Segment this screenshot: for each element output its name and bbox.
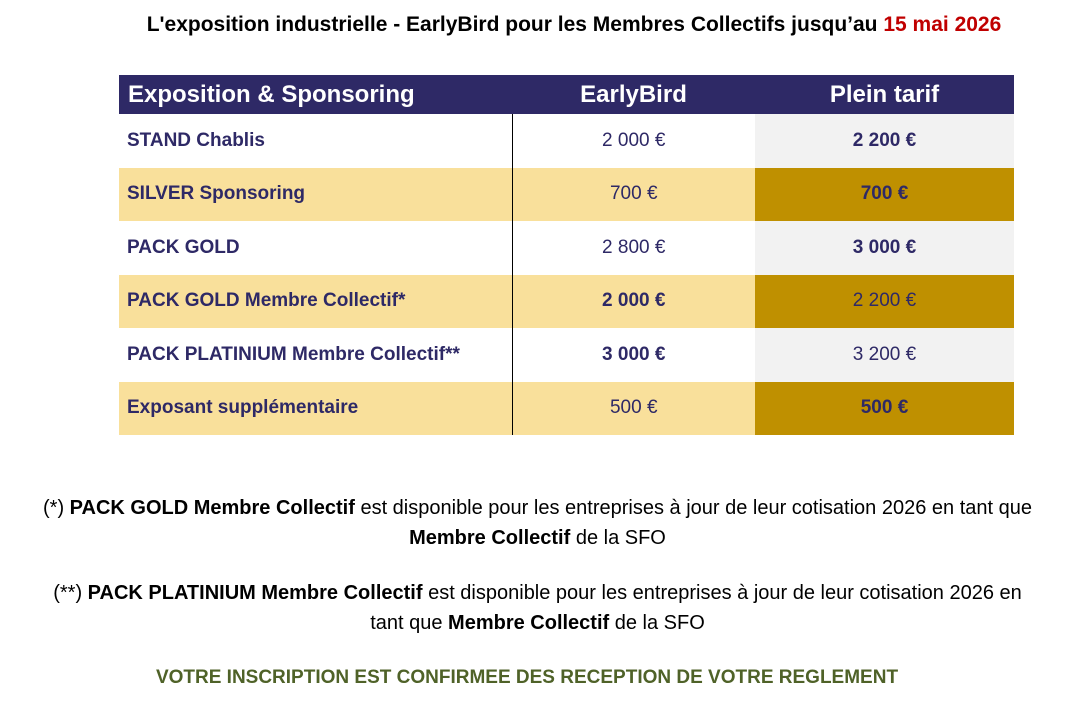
row-name: STAND Chablis bbox=[119, 114, 513, 168]
row-full-price: 500 € bbox=[755, 381, 1014, 435]
row-earlybird-price: 3 000 € bbox=[512, 328, 755, 382]
title-text: L'exposition industrielle - EarlyBird po… bbox=[146, 13, 878, 36]
row-full-price: 3 000 € bbox=[755, 221, 1014, 275]
row-earlybird-price: 2 000 € bbox=[512, 114, 755, 168]
note1-middle: est disponible pour les entreprises à jo… bbox=[354, 497, 1032, 519]
note1-suffix: de la SFO bbox=[570, 527, 666, 549]
table-row: SILVER Sponsoring 700 €700 € bbox=[119, 167, 1014, 221]
note1-member: Membre Collectif bbox=[409, 527, 571, 549]
note1-prefix: (*) bbox=[43, 497, 70, 519]
row-earlybird-price: 2 000 € bbox=[512, 274, 755, 328]
row-earlybird-price: 2 800 € bbox=[512, 221, 755, 275]
note2-member: Membre Collectif bbox=[448, 612, 610, 634]
header-exposition: Exposition & Sponsoring bbox=[119, 75, 512, 114]
row-earlybird-price: 500 € bbox=[512, 381, 755, 435]
table-header-row: Exposition & Sponsoring EarlyBird Plein … bbox=[119, 75, 1014, 114]
note1-product: PACK GOLD Membre Collectif bbox=[69, 497, 355, 519]
title-date: 15 mai 2026 bbox=[883, 13, 1002, 36]
row-name: PACK GOLD Membre Collectif* bbox=[119, 274, 513, 328]
table-row: PACK GOLD Membre Collectif* 2 000 €2 200 … bbox=[119, 274, 1014, 328]
table-row: Exposant supplémentaire 500 €500 € bbox=[119, 381, 1014, 435]
footnote-pack-platinium: (**) PACK PLATINIUM Membre Collectif est… bbox=[0, 578, 1075, 638]
confirmation-message: VOTRE INSCRIPTION EST CONFIRMEE DES RECE… bbox=[155, 667, 899, 688]
row-name: SILVER Sponsoring bbox=[119, 167, 513, 221]
row-name: PACK GOLD bbox=[119, 221, 513, 275]
table-row: STAND Chablis 2 000 €2 200 € bbox=[119, 114, 1014, 168]
note2-suffix: de la SFO bbox=[609, 612, 705, 634]
footnote-pack-gold: (*) PACK GOLD Membre Collectif est dispo… bbox=[0, 493, 1075, 553]
row-full-price: 700 € bbox=[755, 167, 1014, 221]
row-earlybird-price: 700 € bbox=[512, 167, 755, 221]
row-name: Exposant supplémentaire bbox=[119, 381, 513, 435]
header-plein-tarif: Plein tarif bbox=[755, 75, 1014, 114]
table-row: PACK PLATINIUM Membre Collectif** 3 000 €… bbox=[119, 328, 1014, 382]
note2-prefix: (**) bbox=[53, 582, 88, 604]
pricing-table: Exposition & Sponsoring EarlyBird Plein … bbox=[119, 75, 1015, 435]
note2-product: PACK PLATINIUM Membre Collectif bbox=[87, 582, 423, 604]
row-name: PACK PLATINIUM Membre Collectif** bbox=[119, 328, 513, 382]
row-full-price: 3 200 € bbox=[755, 328, 1014, 382]
note2-line2-start: tant que bbox=[370, 612, 449, 634]
table-row: PACK GOLD 2 800 €3 000 € bbox=[119, 221, 1014, 275]
note2-middle: est disponible pour les entreprises à jo… bbox=[422, 582, 1022, 604]
row-full-price: 2 200 € bbox=[755, 274, 1014, 328]
header-earlybird: EarlyBird bbox=[512, 75, 755, 114]
page-title: L'exposition industrielle - EarlyBird po… bbox=[0, 13, 1075, 37]
row-full-price: 2 200 € bbox=[755, 114, 1014, 168]
